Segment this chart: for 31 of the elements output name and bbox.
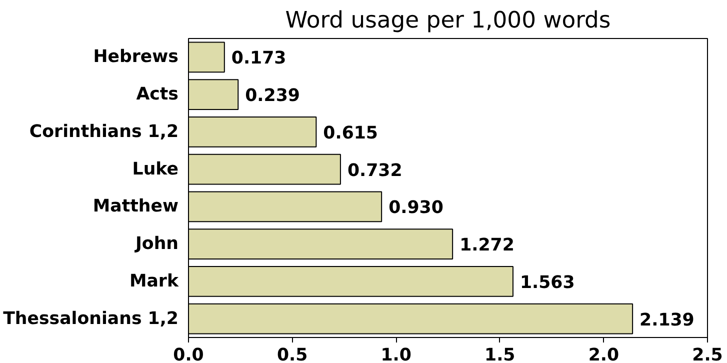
bar (188, 228, 454, 260)
y-tick-label: Thessalonians 1,2 (3, 308, 179, 329)
data-label: 0.732 (347, 160, 402, 181)
data-label: 0.173 (231, 48, 286, 69)
y-tick-label: John (134, 234, 179, 254)
x-tick-label: 0.0 (173, 346, 204, 363)
chart-title: Word usage per 1,000 words (285, 8, 611, 34)
y-tick-label: Mark (129, 271, 179, 292)
data-label: 1.563 (520, 272, 575, 293)
data-label: 0.239 (245, 86, 300, 106)
y-tick-label: Matthew (92, 196, 179, 217)
bar (188, 79, 239, 110)
x-tick-label: 1.0 (380, 346, 412, 363)
data-label: 2.139 (640, 310, 694, 330)
bar (188, 42, 225, 73)
bar (188, 303, 634, 334)
bar (188, 191, 382, 222)
y-tick-label: Luke (132, 159, 179, 180)
y-tick-label: Corinthians 1,2 (29, 122, 179, 142)
data-label: 0.615 (323, 123, 378, 144)
bar (188, 116, 317, 148)
x-tick-label: 2.0 (588, 346, 620, 363)
y-tick-label: Acts (136, 84, 178, 105)
bar (188, 154, 341, 185)
data-label: 1.272 (460, 236, 514, 256)
x-tick-label: 2.5 (692, 346, 723, 363)
x-tick-label: 1.5 (484, 346, 516, 363)
x-tick-label: 0.5 (276, 346, 308, 363)
bar (188, 266, 514, 297)
y-tick-label: Hebrews (93, 47, 179, 68)
data-label: 0.930 (388, 198, 444, 218)
